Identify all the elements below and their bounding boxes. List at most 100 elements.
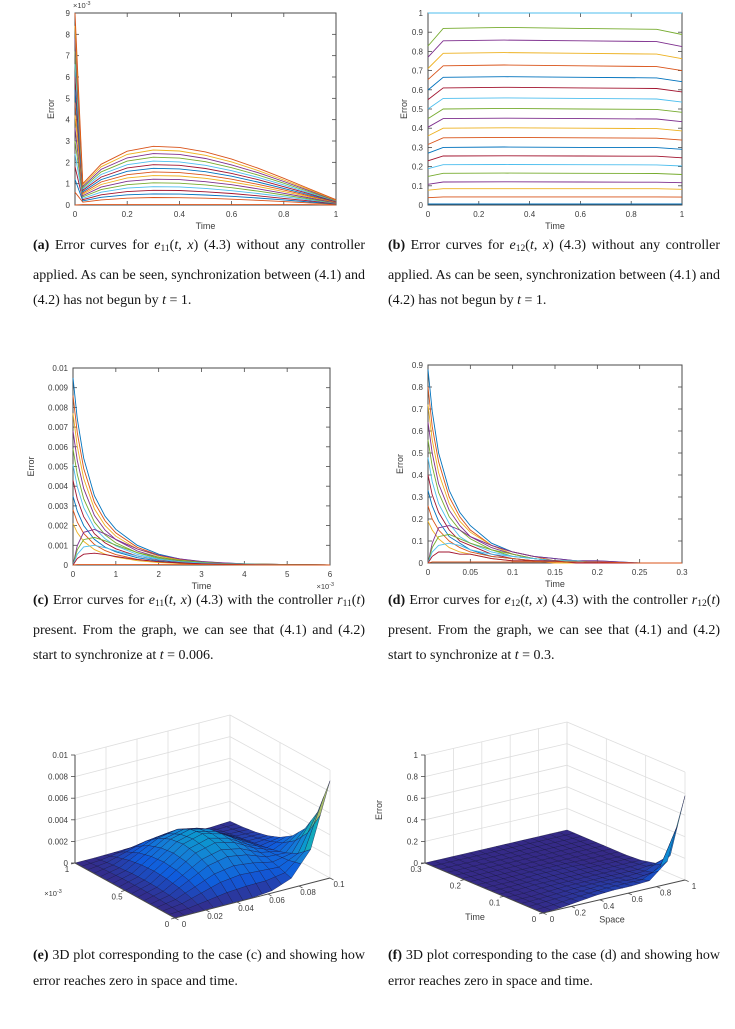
svg-text:×10-3: ×10-3	[44, 889, 62, 898]
caption-segment: 12	[510, 599, 521, 610]
svg-text:0.2: 0.2	[122, 210, 134, 219]
panel-c: 0 1 2 3 4 5 6 0 0.001 0.002 0.003 0.004 0.005 0.006 0.…	[0, 355, 375, 595]
svg-text:0.3: 0.3	[676, 568, 688, 577]
surface-chart-e: 00.5100.020.040.060.080.100.0020.0040.00…	[44, 714, 345, 929]
caption-segment: = 1.	[520, 293, 547, 309]
svg-text:0.1: 0.1	[412, 537, 424, 546]
svg-text:0.1: 0.1	[489, 898, 501, 907]
svg-text:0.15: 0.15	[547, 568, 563, 577]
svg-text:0.04: 0.04	[238, 904, 254, 913]
panel-a: 0 0.2 0.4 0.6 0.8 1 0 1 2 3 4 5 6 7 8 9 Time Error ×10-3	[0, 0, 375, 240]
svg-text:3: 3	[66, 137, 71, 146]
svg-text:0.001: 0.001	[48, 541, 69, 550]
caption-segment: r	[691, 593, 698, 608]
svg-text:9: 9	[66, 9, 71, 18]
svg-text:0.9: 0.9	[412, 28, 424, 37]
svg-text:5: 5	[285, 570, 290, 579]
error-curves-chart-c: 0 1 2 3 4 5 6 0 0.001 0.002 0.003 0.004 0.005 0.006 0.…	[26, 364, 334, 591]
svg-text:0.01: 0.01	[52, 751, 68, 760]
svg-text:0.2: 0.2	[407, 837, 419, 846]
caption-a: (a) Error curves for e11(t, x) (4.3) wit…	[33, 233, 365, 314]
svg-text:0.4: 0.4	[174, 210, 186, 219]
svg-text:0.2: 0.2	[592, 568, 604, 577]
svg-text:0.002: 0.002	[48, 522, 69, 531]
svg-text:0: 0	[64, 859, 69, 868]
svg-text:1: 1	[65, 865, 70, 874]
svg-text:1: 1	[334, 210, 339, 219]
caption-segment: 3D plot corresponding to the case (c) an…	[33, 948, 365, 989]
caption-segment: ,	[178, 238, 188, 253]
caption-segment: (f)	[388, 948, 402, 963]
svg-text:0.4: 0.4	[412, 124, 424, 133]
svg-text:1: 1	[414, 751, 419, 760]
caption-segment: 11	[155, 599, 165, 610]
caption-segment: x	[180, 593, 187, 608]
caption-segment: t	[517, 293, 521, 309]
svg-text:Time: Time	[465, 912, 485, 922]
svg-text:0: 0	[73, 210, 78, 219]
caption-segment: (	[169, 238, 175, 253]
svg-text:2: 2	[156, 570, 161, 579]
caption-segment: t	[356, 593, 361, 608]
caption-segment: r	[337, 593, 343, 608]
svg-text:0.006: 0.006	[48, 794, 69, 803]
caption-f: (f) 3D plot corresponding to the case (d…	[388, 943, 720, 994]
caption-segment: e	[154, 238, 161, 253]
svg-text:0.05: 0.05	[463, 568, 479, 577]
svg-text:7: 7	[66, 52, 71, 61]
svg-text:0.1: 0.1	[412, 182, 424, 191]
caption-segment: x	[536, 593, 543, 608]
svg-text:1: 1	[419, 9, 424, 18]
caption-segment: e	[509, 238, 516, 253]
caption-c: (c) Error curves for e11(t, x) (4.3) wit…	[33, 588, 365, 669]
svg-text:0.8: 0.8	[412, 47, 424, 56]
svg-text:0: 0	[419, 559, 424, 568]
svg-text:6: 6	[328, 570, 333, 579]
svg-text:1: 1	[114, 570, 119, 579]
caption-segment: t	[162, 293, 166, 309]
svg-text:0.1: 0.1	[507, 568, 519, 577]
svg-text:0.007: 0.007	[48, 423, 69, 432]
svg-text:5: 5	[66, 94, 71, 103]
svg-text:0.6: 0.6	[575, 210, 587, 219]
caption-e: (e) 3D plot corresponding to the case (c…	[33, 943, 365, 994]
surface-chart-f: 00.10.20.300.20.40.60.8100.20.40.60.81Ti…	[375, 721, 697, 925]
svg-text:×10-3: ×10-3	[316, 582, 334, 591]
caption-segment: ) present. From the graph, we can see th…	[33, 593, 366, 664]
caption-segment: Error curves for	[405, 593, 505, 608]
caption-segment: (	[706, 593, 712, 608]
caption-segment: Error curves for	[405, 238, 510, 253]
svg-text:0.2: 0.2	[575, 908, 587, 917]
svg-text:Time: Time	[196, 221, 216, 231]
caption-segment: (	[525, 238, 530, 253]
caption-segment: t	[159, 648, 164, 664]
svg-text:0.4: 0.4	[412, 471, 424, 480]
svg-text:4: 4	[66, 116, 71, 125]
caption-segment: e	[148, 593, 156, 608]
caption-segment: (	[520, 593, 525, 608]
caption-segment: 3D plot corresponding to the case (d) an…	[388, 948, 720, 989]
svg-text:0.002: 0.002	[48, 837, 69, 846]
panel-f: 0 0.1 0.2 0.3 0 0.2 0.4 0.6 0.8 1 0 0.2 0.4 0.6 0.8 1 Ti…	[375, 713, 735, 955]
caption-segment: t	[529, 238, 534, 253]
svg-text:Time: Time	[192, 581, 212, 591]
svg-text:0.5: 0.5	[412, 105, 424, 114]
caption-segment: (d)	[388, 593, 406, 608]
svg-text:0.004: 0.004	[48, 816, 69, 825]
caption-segment: ) (4.3) without any controller applied. …	[388, 238, 720, 309]
svg-text:0.1: 0.1	[333, 880, 345, 889]
svg-text:0: 0	[532, 915, 537, 924]
error-curves-chart-d: 0 0.05 0.1 0.15 0.2 0.25 0.3 0 0.1 0.2 0.3 0.4 0.5 0.…	[395, 361, 688, 589]
caption-segment: (c)	[33, 593, 49, 608]
caption-segment: t	[514, 648, 519, 664]
svg-text:0.08: 0.08	[300, 888, 316, 897]
caption-segment: x	[187, 238, 194, 253]
caption-segment: ) (4.3) with the controller	[542, 593, 692, 608]
caption-segment: 11	[342, 599, 352, 610]
panel-e: 0 0.5 1 0 0.02 0.04 0.06 0.08 0.1 0 0.002 0.004 0.00…	[20, 713, 372, 955]
svg-text:0: 0	[71, 570, 76, 579]
svg-text:8: 8	[66, 30, 71, 39]
caption-segment: Error curves for	[49, 238, 155, 253]
svg-text:0: 0	[66, 201, 71, 210]
